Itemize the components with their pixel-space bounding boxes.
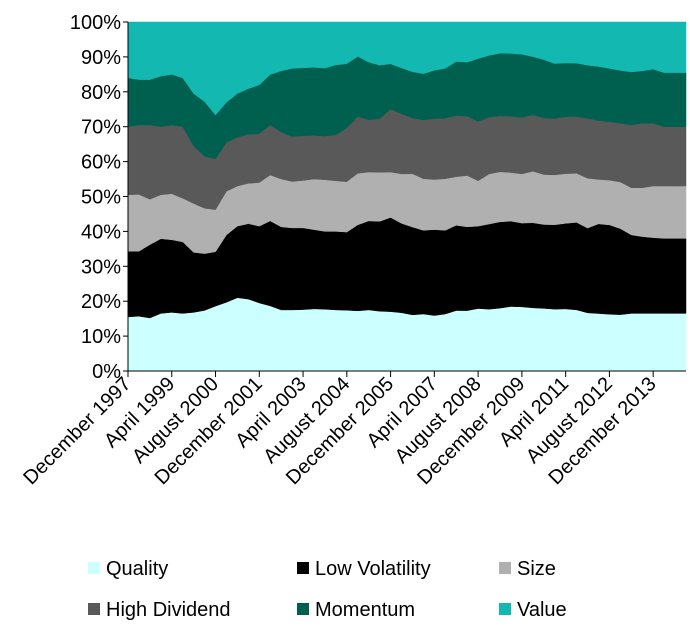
y-tick-label: 10% (81, 326, 121, 348)
y-tick-label: 40% (81, 221, 121, 243)
y-tick-label: 30% (81, 256, 121, 278)
legend-swatch-low-volatility (297, 562, 309, 574)
legend-label-quality: Quality (106, 558, 168, 580)
legend-swatch-high-dividend (88, 603, 100, 615)
y-tick-label: 60% (81, 152, 121, 174)
y-tick-label: 70% (81, 117, 121, 139)
legend-label-momentum: Momentum (315, 599, 415, 621)
legend-label-value: Value (517, 599, 567, 621)
y-axis-ticks: 0% 10% 20% 30% 40% 50% 60% 70% 80% 90% 100% (70, 12, 128, 383)
area-value (127, 21, 687, 116)
legend: Quality Low Volatility Size High Dividend Mo… (88, 558, 567, 621)
legend-swatch-size (499, 562, 511, 574)
plot-areas (127, 21, 687, 372)
legend-label-high-dividend: High Dividend (106, 599, 231, 621)
legend-label-low-volatility: Low Volatility (315, 558, 431, 580)
y-tick-label: 20% (81, 291, 121, 313)
legend-swatch-momentum (297, 603, 309, 615)
y-tick-label: 90% (81, 47, 121, 69)
legend-label-size: Size (517, 558, 556, 580)
y-tick-label: 100% (70, 12, 121, 34)
legend-swatch-value (499, 603, 511, 615)
y-tick-label: 80% (81, 82, 121, 104)
y-tick-label: 0% (92, 361, 121, 383)
y-tick-label: 50% (81, 187, 121, 209)
legend-swatch-quality (88, 562, 100, 574)
